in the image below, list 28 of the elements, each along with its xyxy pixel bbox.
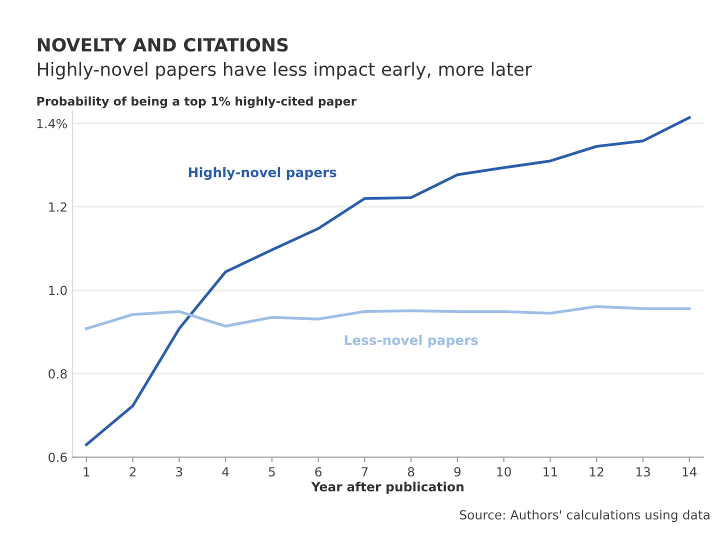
y-tick-label: 0.6 [48,452,67,462]
text: Highly-novel papers [188,167,336,180]
x-tick-label: 3 [176,467,182,477]
x-tick-label: 2 [130,467,136,476]
x-tick-label: 13 [636,467,650,477]
x-tick-label: 11 [544,467,557,476]
x-tick-label: 1 [84,467,90,476]
x-axis-title: Year after publication [311,482,464,494]
x-tick-label: 10 [497,467,511,477]
y-tick-label: 1.2 [49,202,66,212]
x-tick-label: 7 [362,467,368,476]
chart-title: NOVELTY AND CITATIONS [38,38,288,52]
x-tick-label: 6 [315,467,322,477]
y-tick-label: 1.0 [49,286,67,296]
line-series [85,116,691,446]
x-tick-label: 4 [222,467,229,476]
x-tick-label: 8 [408,467,414,477]
chart-subtitle: Highly-novel papers have less impact early, more later [38,62,532,80]
x-tick-label: 9 [454,467,461,477]
x-tick-label: 12 [590,467,604,476]
x-tick-label: 5 [268,467,275,477]
y-axis-title: Probability of being a top 1% highly-cited paper [37,96,357,108]
series-label: Less-novel papers [344,334,478,348]
source-note: Source: Authors' calculations using data [460,510,710,522]
x-tick-label: 14 [682,467,697,476]
y-tick-label: 0.8 [48,369,67,379]
line-series [85,305,691,330]
y-tick-label: 1.4% [37,118,67,128]
